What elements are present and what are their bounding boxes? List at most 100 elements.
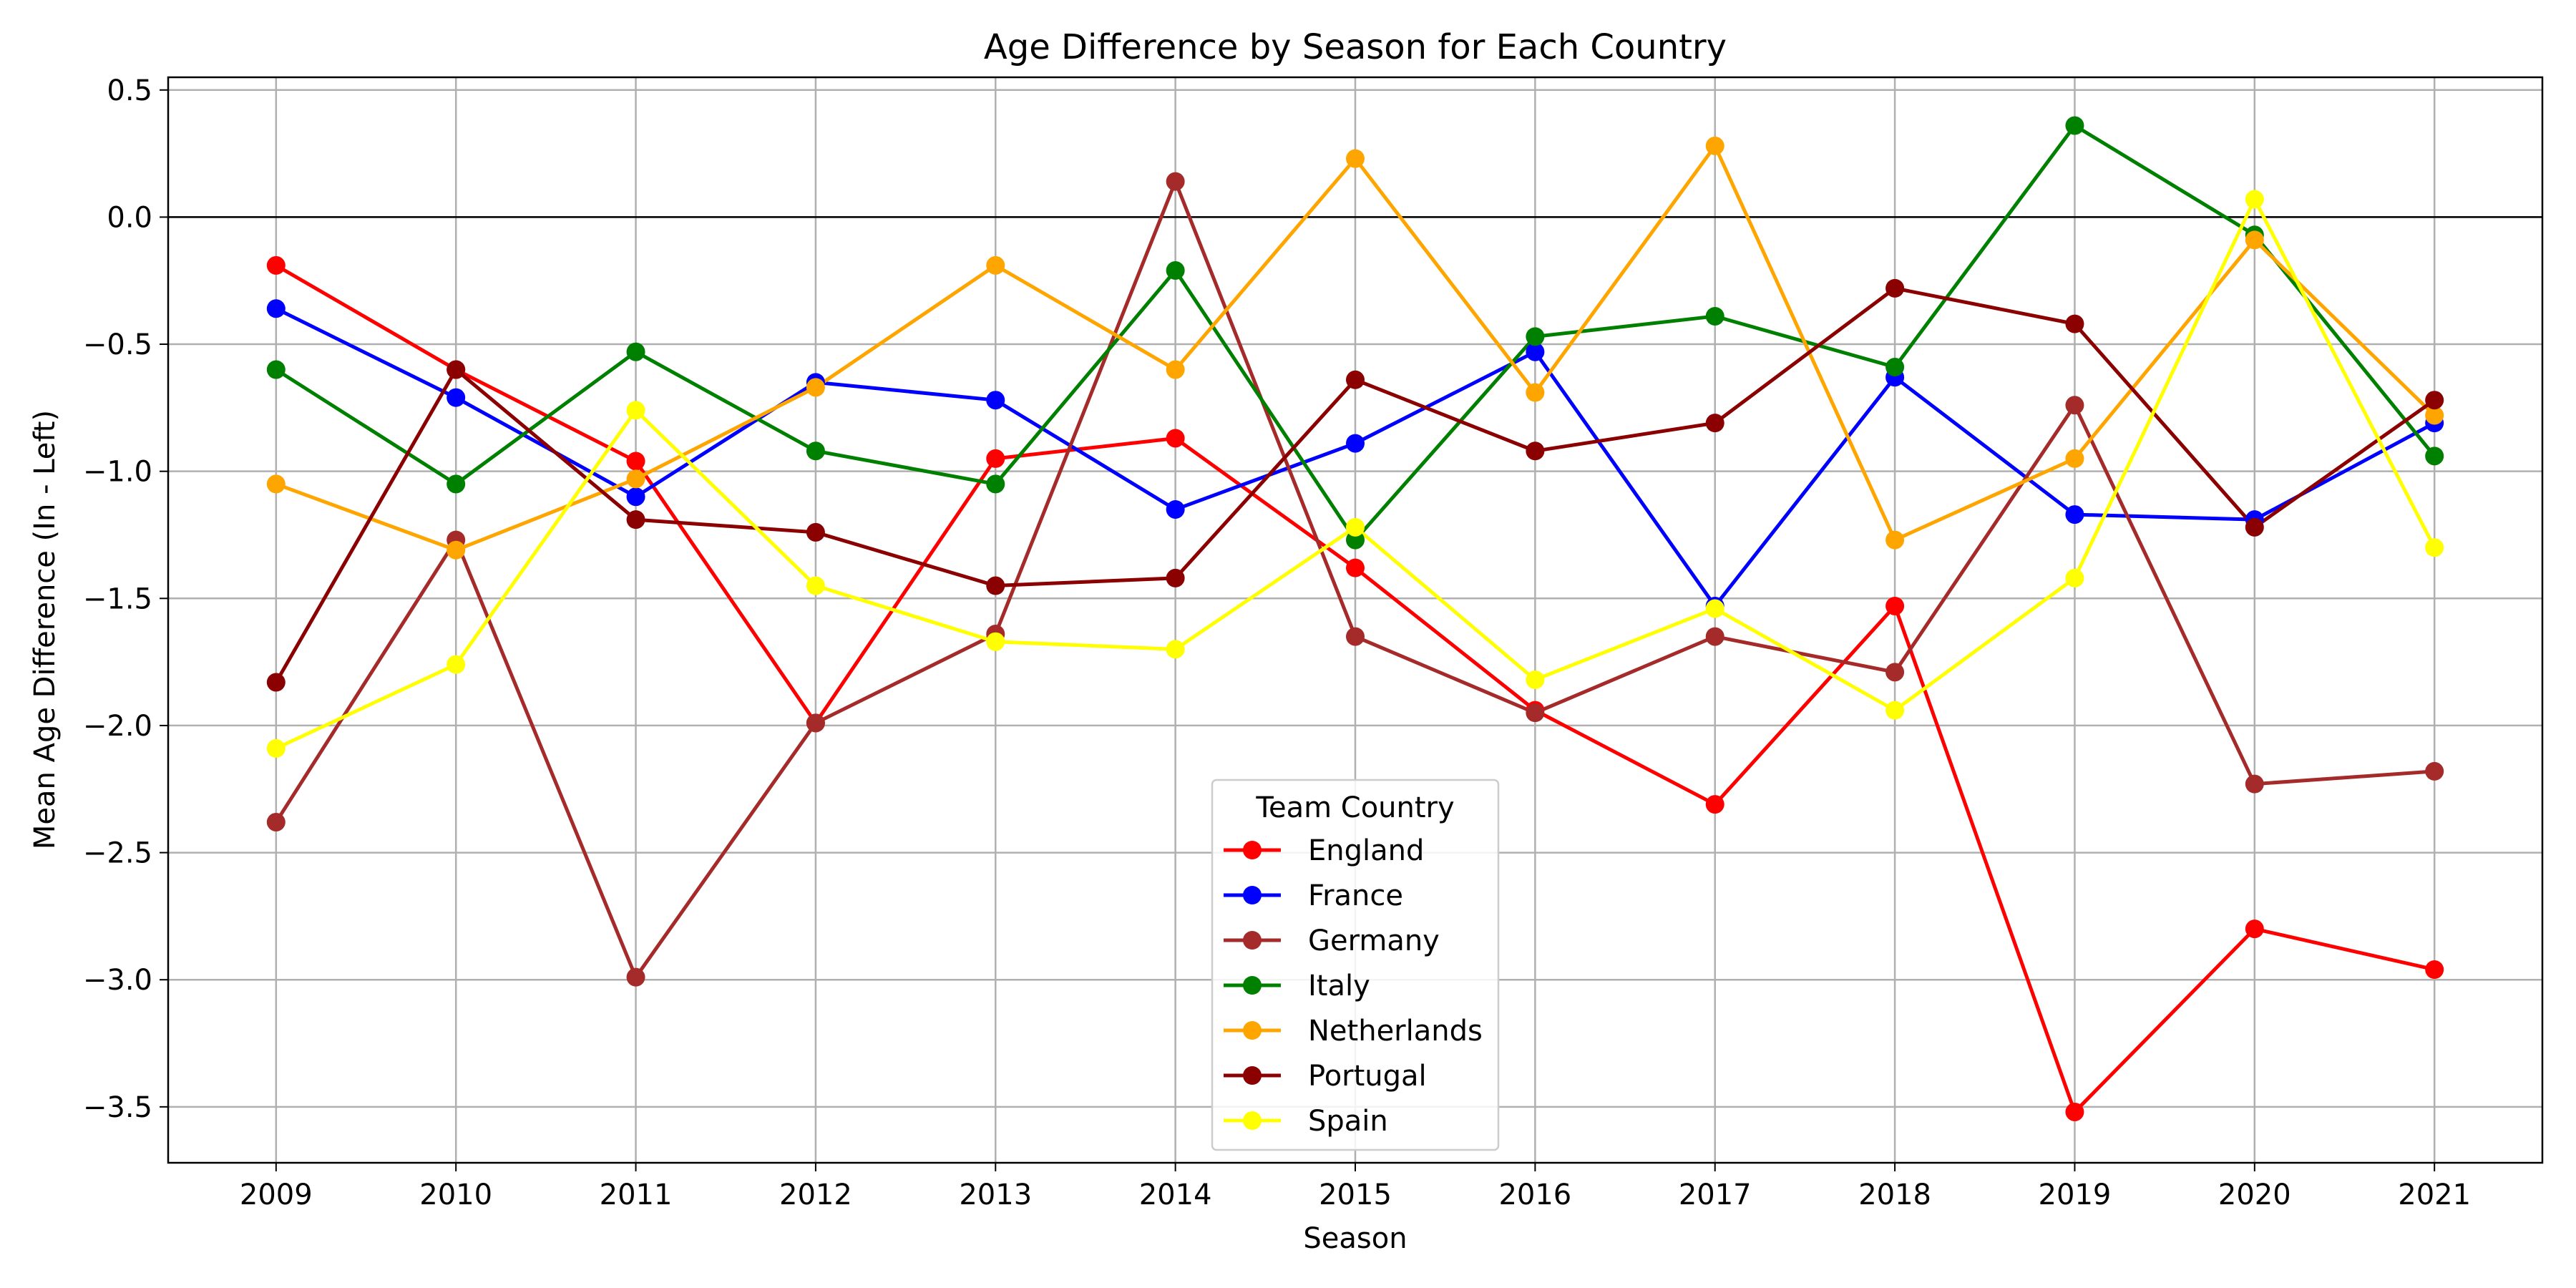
- data-point-germany: [1166, 172, 1185, 191]
- x-tick-label: 2021: [2398, 1179, 2471, 1211]
- legend-label-spain: Spain: [1308, 1105, 1388, 1138]
- data-point-england: [986, 449, 1005, 468]
- data-point-italy: [1526, 327, 1545, 346]
- data-point-italy: [986, 474, 1005, 494]
- data-point-netherlands: [806, 378, 825, 397]
- legend-box: [1211, 779, 1500, 1151]
- data-point-italy: [447, 474, 466, 494]
- data-point-spain: [1705, 599, 1724, 618]
- data-point-germany: [1526, 703, 1545, 723]
- data-point-netherlands: [1346, 149, 1365, 168]
- data-point-italy: [1885, 358, 1905, 377]
- legend-label-france: France: [1308, 879, 1403, 912]
- data-point-france: [1346, 434, 1365, 453]
- legend-label-germany: Germany: [1308, 924, 1440, 957]
- x-tick-label: 2020: [2218, 1179, 2291, 1211]
- legend-swatch-marker-portugal: [1243, 1066, 1262, 1085]
- legend-swatch-marker-italy: [1243, 976, 1262, 995]
- x-tick-label: 2014: [1139, 1179, 1212, 1211]
- data-point-portugal: [1885, 278, 1905, 298]
- legend-label-netherlands: Netherlands: [1308, 1015, 1483, 1048]
- data-point-netherlands: [626, 469, 645, 489]
- x-tick-label: 2015: [1319, 1179, 1392, 1211]
- legend-swatch-marker-france: [1243, 886, 1262, 904]
- data-point-spain: [2245, 190, 2264, 209]
- data-point-italy: [806, 441, 825, 461]
- data-point-england: [266, 255, 286, 275]
- y-tick-label: −2.5: [83, 837, 152, 870]
- data-point-germany: [1705, 627, 1724, 646]
- data-point-portugal: [266, 673, 286, 692]
- data-point-netherlands: [986, 255, 1005, 275]
- chart-title: Age Difference by Season for Each Countr…: [984, 27, 1727, 67]
- data-point-portugal: [806, 522, 825, 542]
- data-point-spain: [806, 576, 825, 595]
- data-point-portugal: [626, 510, 645, 530]
- data-point-italy: [2065, 116, 2084, 135]
- x-tick-label: 2010: [419, 1179, 492, 1211]
- data-point-england: [1166, 429, 1185, 448]
- data-point-spain: [1166, 640, 1185, 659]
- data-point-spain: [1526, 670, 1545, 689]
- data-point-italy: [266, 360, 286, 379]
- data-point-england: [2425, 960, 2444, 979]
- data-point-france: [2065, 505, 2084, 525]
- data-point-italy: [626, 342, 645, 361]
- data-point-spain: [986, 632, 1005, 651]
- data-point-italy: [1166, 261, 1185, 280]
- data-point-spain: [626, 401, 645, 420]
- data-point-england: [1346, 558, 1365, 577]
- legend-title: Team Country: [1255, 791, 1454, 824]
- data-point-italy: [1346, 530, 1365, 550]
- data-point-portugal: [986, 576, 1005, 595]
- data-point-germany: [2245, 774, 2264, 794]
- data-point-portugal: [2425, 391, 2444, 410]
- x-tick-label: 2012: [779, 1179, 852, 1211]
- legend-swatch-marker-germany: [1243, 931, 1262, 950]
- data-point-netherlands: [2425, 406, 2444, 425]
- data-point-spain: [447, 655, 466, 674]
- data-point-germany: [1346, 627, 1365, 646]
- data-point-england: [1885, 596, 1905, 615]
- legend: Team Country England France Germany Italy Ne…: [1211, 779, 1500, 1151]
- data-point-portugal: [1526, 441, 1545, 461]
- y-tick-label: −3.0: [83, 964, 152, 997]
- data-point-netherlands: [2065, 449, 2084, 468]
- data-point-spain: [2425, 538, 2444, 557]
- data-point-italy: [1705, 306, 1724, 326]
- legend-label-italy: Italy: [1308, 970, 1370, 1002]
- legend-label-portugal: Portugal: [1308, 1060, 1427, 1093]
- x-axis-label: Season: [1303, 1222, 1407, 1255]
- y-tick-label: 0.5: [107, 74, 152, 107]
- data-point-portugal: [1166, 568, 1185, 587]
- data-point-netherlands: [447, 540, 466, 560]
- data-point-netherlands: [266, 474, 286, 494]
- data-point-germany: [1885, 663, 1905, 682]
- y-tick-label: −1.5: [83, 582, 152, 615]
- data-point-netherlands: [1885, 530, 1905, 550]
- data-point-spain: [2065, 568, 2084, 587]
- x-tick-label: 2011: [600, 1179, 673, 1211]
- data-point-portugal: [1346, 370, 1365, 389]
- x-tick-label: 2016: [1498, 1179, 1571, 1211]
- data-point-spain: [1346, 517, 1365, 537]
- data-point-france: [986, 391, 1005, 410]
- x-tick-label: 2019: [2039, 1179, 2112, 1211]
- data-point-portugal: [2245, 517, 2264, 537]
- series-markers: [266, 116, 2444, 1121]
- data-point-portugal: [1705, 414, 1724, 433]
- data-point-france: [447, 388, 466, 407]
- data-point-france: [1166, 499, 1185, 519]
- data-point-france: [266, 299, 286, 318]
- data-point-england: [626, 452, 645, 471]
- y-tick-label: −2.0: [83, 710, 152, 743]
- y-tick-label: −3.5: [83, 1091, 152, 1124]
- data-point-germany: [266, 812, 286, 831]
- x-tick-label: 2013: [959, 1179, 1032, 1211]
- data-point-netherlands: [1166, 360, 1185, 379]
- data-point-germany: [626, 967, 645, 987]
- data-point-england: [1705, 795, 1724, 814]
- data-point-portugal: [447, 360, 466, 379]
- data-point-france: [626, 487, 645, 507]
- y-tick-label: 0.0: [107, 201, 152, 234]
